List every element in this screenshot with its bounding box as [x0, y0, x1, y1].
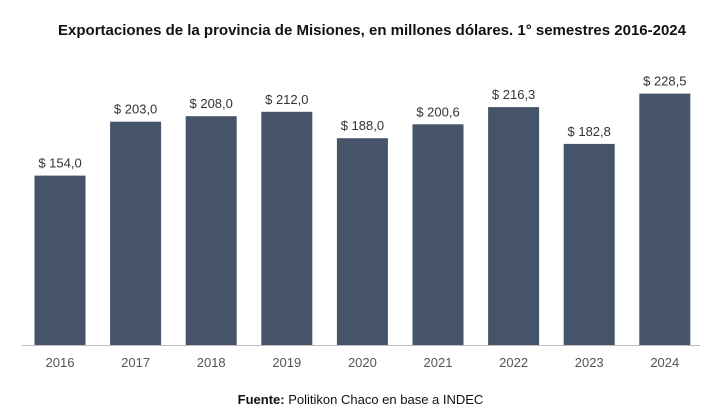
x-tick-label-2017: 2017: [121, 355, 150, 370]
bar-2022: [488, 107, 540, 345]
data-label-2022: $ 216,3: [492, 87, 535, 102]
bar-2019: [261, 111, 313, 345]
x-tick-label-2023: 2023: [575, 355, 604, 370]
bar-2023: [563, 143, 615, 345]
data-label-2024: $ 228,5: [643, 74, 686, 89]
source-note: Fuente: Politikon Chaco en base a INDEC: [0, 392, 721, 407]
bar-2017: [110, 121, 162, 345]
data-label-2016: $ 154,0: [38, 156, 81, 171]
x-tick-label-2021: 2021: [424, 355, 453, 370]
x-tick-label-2020: 2020: [348, 355, 377, 370]
x-tick-label-2018: 2018: [197, 355, 226, 370]
x-tick-label-2019: 2019: [272, 355, 301, 370]
data-label-2017: $ 203,0: [114, 102, 157, 117]
data-label-2023: $ 182,8: [568, 124, 611, 139]
bars-group: [34, 93, 691, 345]
bar-2018: [185, 116, 237, 345]
source-text: Politikon Chaco en base a INDEC: [284, 392, 484, 407]
data-label-2020: $ 188,0: [341, 118, 384, 133]
x-tick-label-2016: 2016: [46, 355, 75, 370]
data-label-2019: $ 212,0: [265, 92, 308, 107]
bar-chart: $ 154,0 2016 $ 203,0 2017 $ 208,0 2018 $ 212,0…: [22, 74, 700, 370]
x-tick-label-2022: 2022: [499, 355, 528, 370]
bar-2024: [639, 93, 691, 345]
data-label-2021: $ 200,6: [416, 104, 459, 119]
data-label-2018: $ 208,0: [190, 96, 233, 111]
source-label: Fuente:: [237, 392, 285, 407]
bar-2021: [412, 124, 464, 345]
chart-title: Exportaciones de la provincia de Misione…: [58, 22, 686, 39]
bar-2016: [34, 175, 86, 345]
labels-group: $ 154,0 2016 $ 203,0 2017 $ 208,0 2018 $ 212,0…: [38, 74, 686, 370]
bar-2020: [336, 138, 388, 345]
x-tick-label-2024: 2024: [650, 355, 679, 370]
